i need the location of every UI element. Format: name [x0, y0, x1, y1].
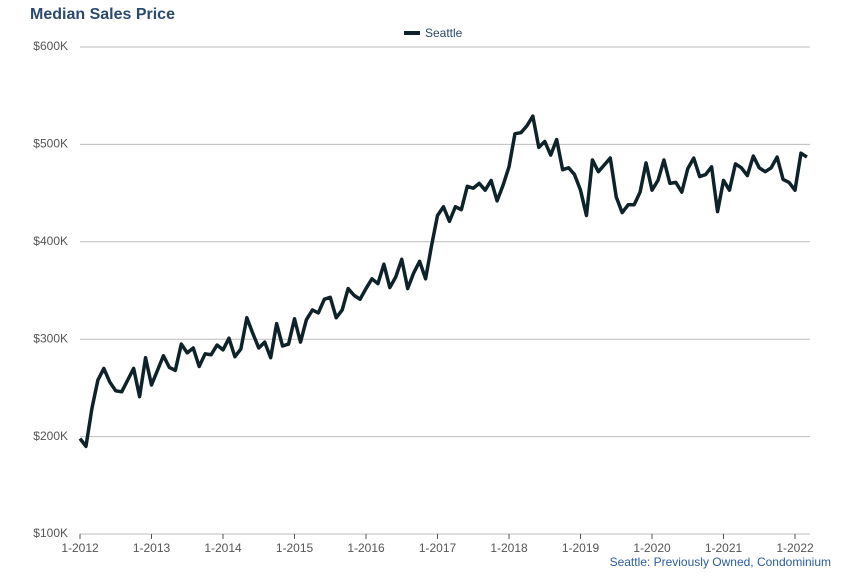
chart-note: Seattle: Previously Owned, Condominium	[610, 555, 831, 569]
x-tick-label: 1-2021	[705, 541, 743, 555]
x-tick-label: 1-2013	[133, 541, 171, 555]
x-tick-label: 1-2014	[204, 541, 242, 555]
x-tick-label: 1-2022	[776, 541, 814, 555]
x-tick-label: 1-2017	[419, 541, 457, 555]
series-line	[78, 114, 808, 449]
y-tick-label: $400K	[33, 234, 68, 248]
y-tick-label: $200K	[33, 429, 68, 443]
x-tick-label: 1-2018	[490, 541, 528, 555]
x-tick-label: 1-2016	[347, 541, 385, 555]
x-tick-label: 1-2020	[633, 541, 671, 555]
y-tick-label: $100K	[33, 526, 68, 540]
y-tick-label: $300K	[33, 331, 68, 345]
y-tick-label: $600K	[33, 39, 68, 53]
y-tick-label: $500K	[33, 137, 68, 151]
x-tick-label: 1-2012	[61, 541, 99, 555]
legend-label: Seattle	[425, 26, 463, 40]
x-tick-label: 1-2019	[562, 541, 600, 555]
x-tick-label: 1-2015	[276, 541, 314, 555]
chart-title: Median Sales Price	[30, 6, 175, 23]
